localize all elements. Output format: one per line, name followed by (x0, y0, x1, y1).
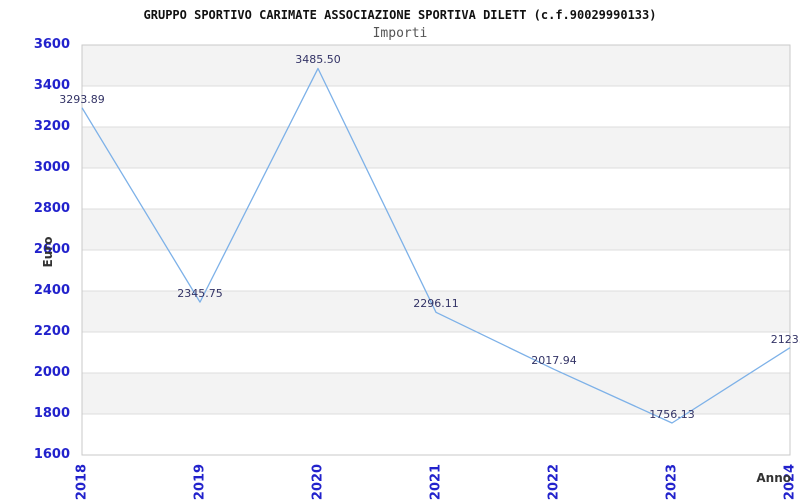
y-tick-label: 2800 (33, 201, 70, 216)
y-tick-label: 3200 (33, 119, 70, 134)
y-tick-label: 1600 (33, 447, 70, 462)
plot-band (82, 127, 790, 168)
x-tick-label: 2021 (428, 463, 444, 500)
data-point-label: 3485.50 (295, 53, 341, 67)
x-tick-label: 2019 (192, 463, 208, 500)
plot-band (82, 414, 790, 455)
data-point-label: 2345.75 (177, 287, 223, 301)
data-line (81, 67, 791, 424)
data-point-label: 1756.13 (649, 407, 695, 421)
y-tick-label: 2000 (33, 365, 70, 380)
plot-band (82, 86, 790, 127)
plot-band (82, 45, 790, 86)
data-point-label: 2123.7 (770, 332, 800, 346)
chart-title: GRUPPO SPORTIVO CARIMATE ASSOCIAZIONE SP… (143, 8, 657, 22)
data-point-label: 2017.94 (531, 354, 577, 368)
y-tick-label: 3000 (33, 160, 70, 175)
x-tick-label: 2022 (546, 463, 562, 500)
y-axis-title: Euro (41, 236, 55, 268)
y-tick-label: 3600 (33, 37, 70, 52)
data-point-label: 3293.89 (59, 92, 105, 106)
plot-border (81, 44, 791, 456)
x-tick-label: 2023 (664, 463, 680, 500)
plot-band (82, 250, 790, 291)
data-point-label: 2296.11 (413, 297, 459, 311)
chart-subtitle: Importi (372, 26, 428, 41)
y-tick-label: 2400 (33, 283, 70, 298)
plot-band (82, 332, 790, 373)
plot-band (82, 209, 790, 250)
y-tick-label: 2600 (33, 242, 70, 257)
x-axis-title: Anno (756, 471, 791, 485)
x-tick-label: 2018 (74, 463, 90, 500)
y-tick-label: 2200 (33, 324, 70, 339)
y-tick-label: 1800 (33, 406, 70, 421)
plot-band (82, 373, 790, 414)
y-tick-label: 3400 (33, 78, 70, 93)
x-tick-label: 2020 (310, 463, 326, 500)
plot-band (82, 168, 790, 209)
